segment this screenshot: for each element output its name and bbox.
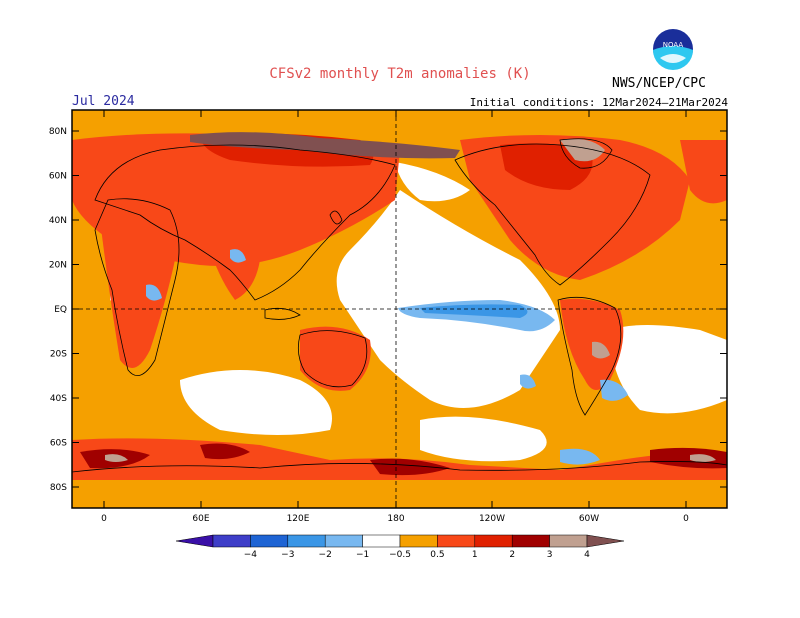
coastline-eurasia [94, 144, 396, 301]
hot-region-antarctic-west [370, 458, 450, 476]
coastline-greenland [559, 138, 613, 169]
colorbar-box [212, 534, 251, 548]
lon-label: 0 [101, 514, 107, 524]
coastline-antarctica [72, 461, 727, 473]
latitude-axis: 80N 60N 40N 20N EQ 20S 40S 60S 80S [49, 127, 727, 493]
lat-label: 60S [50, 439, 67, 449]
neutral-region-south-atlantic [610, 325, 727, 414]
lon-label: 120W [479, 514, 505, 524]
cold-region-south-pacific [520, 374, 536, 389]
lat-label: 40S [50, 394, 67, 404]
agency-label: NWS/NCEP/CPC [612, 76, 706, 91]
colorbar-label: 1 [472, 550, 478, 560]
warm-region-india [210, 246, 260, 300]
colorbar-label: 4 [584, 550, 590, 560]
lon-label: 60E [192, 514, 209, 524]
lat-label: 20S [50, 350, 67, 360]
colorbar: −4 −3 −2 −1 −0.5 0.5 1 2 3 4 [175, 534, 625, 560]
initial-conditions-label: Initial conditions: 12Mar2024–21Mar2024 [469, 96, 728, 109]
colorbar-box [250, 534, 289, 548]
lat-label: 20N [49, 261, 67, 271]
colorbar-low-arrow [175, 534, 214, 548]
warm-region-australia [300, 326, 371, 391]
lat-label: 80N [49, 127, 67, 137]
colorbar-label: −4 [244, 550, 258, 560]
extreme-region-antarctic-1 [105, 454, 128, 462]
coastline-south-america [557, 296, 622, 416]
cold-region-south-atlantic [600, 379, 628, 401]
colorbar-box [287, 534, 326, 548]
extreme-region-arctic-eurasia [190, 132, 460, 159]
coastlines [72, 138, 727, 473]
hot-region-canada [500, 143, 593, 190]
colorbar-box [362, 534, 401, 548]
colorbar-high-arrow [586, 534, 625, 548]
colorbar-label: 2 [509, 550, 515, 560]
extreme-region-greenland [560, 138, 605, 162]
warm-region-south-america [560, 298, 624, 390]
coastline-australia [297, 330, 368, 388]
lon-label: 120E [287, 514, 310, 524]
cold-region-tibet [230, 249, 246, 263]
neutral-region-north-pacific [395, 162, 470, 202]
cold-region-arabia [146, 284, 162, 301]
colorbar-label: −1 [356, 550, 369, 560]
colorbar-box [474, 534, 513, 548]
lon-label: 180 [387, 514, 404, 524]
colorbar-label: −0.5 [389, 550, 411, 560]
colorbar-label: 3 [547, 550, 553, 560]
colorbar-box [549, 534, 588, 548]
neutral-region-pacific [336, 190, 560, 408]
noaa-logo-text: NOAA [663, 41, 684, 49]
noaa-logo-icon: NOAA [653, 29, 693, 70]
neutral-region-southern-ocean [420, 416, 547, 462]
lat-label: 60N [49, 172, 67, 182]
lat-label: 80S [50, 483, 67, 493]
colorbar-box [399, 534, 438, 548]
anomaly-field [72, 110, 727, 508]
lon-label: 0 [683, 514, 689, 524]
longitude-axis: 0 60E 120E 180 120W 60W 0 [101, 110, 689, 524]
map-title: CFSv2 monthly T2m anomalies (K) [269, 66, 531, 82]
cold-region-equatorial-pacific-core [420, 304, 528, 318]
warm-region-africa [100, 219, 180, 368]
colorbar-label: 0.5 [430, 550, 444, 560]
colorbar-box [437, 534, 476, 548]
coastline-japan [329, 210, 343, 225]
extreme-region-south-america [592, 341, 610, 359]
coastline-north-america [454, 143, 651, 286]
colorbar-label: −3 [281, 550, 294, 560]
colorbar-box [511, 534, 550, 548]
cold-region-southern-ocean [560, 448, 600, 465]
lat-label: EQ [54, 305, 67, 315]
extreme-region-antarctic-2 [690, 454, 716, 462]
coastline-indonesia [264, 307, 301, 320]
coastline-africa [94, 198, 180, 377]
valid-month-label: Jul 2024 [72, 94, 135, 109]
colorbar-box [324, 534, 363, 548]
lon-label: 60W [579, 514, 599, 524]
neutral-region-south-indian [180, 370, 332, 435]
lat-label: 40N [49, 216, 67, 226]
hot-region-antarctic-mid [200, 443, 250, 460]
hot-region-antarctic-far-west [650, 447, 727, 469]
colorbar-label: −2 [319, 550, 332, 560]
warm-region-north-atlantic [680, 140, 727, 204]
